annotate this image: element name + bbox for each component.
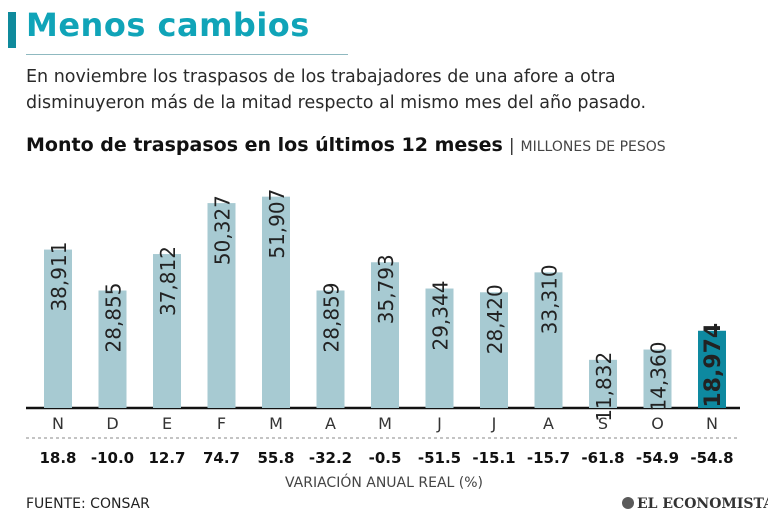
bar-value-label: 29,344 (429, 281, 453, 351)
bar (371, 262, 399, 408)
x-tick-label: M (269, 414, 283, 433)
brand-logo: EL ECONOMISTA (622, 496, 768, 512)
x-tick-label: O (651, 414, 664, 433)
x-tick-label: J (491, 414, 497, 433)
bar-value-label: 50,327 (211, 195, 235, 265)
bar-value-label: 28,855 (102, 283, 126, 353)
x-tick-label: S (598, 414, 608, 433)
bar-value-label: 38,911 (47, 242, 71, 312)
bar-value-label: 18,974 (701, 323, 726, 408)
variation-label: 12.7 (148, 449, 185, 467)
bar (44, 249, 72, 408)
bar (425, 288, 454, 408)
variation-label: -54.8 (690, 449, 733, 467)
page-title: Menos cambios (26, 6, 310, 44)
brand-icon (622, 497, 634, 509)
variation-caption: VARIACIÓN ANUAL REAL (%) (285, 473, 483, 491)
bar-value-label: 14,360 (647, 342, 671, 412)
variation-label: 55.8 (257, 449, 294, 467)
variation-label: -15.7 (527, 449, 570, 467)
intro-paragraph: En noviembre los traspasos de los trabaj… (26, 67, 647, 113)
bar-value-label: 35,793 (374, 254, 398, 324)
variation-label: -15.1 (472, 449, 515, 467)
variation-label: 18.8 (39, 449, 76, 467)
bar (262, 196, 290, 408)
bar (153, 254, 181, 408)
title-divider (26, 54, 348, 55)
chart-heading-separator: | (508, 136, 515, 156)
x-tick-label: E (162, 414, 172, 433)
variation-label: -0.5 (369, 449, 402, 467)
chart-heading: Monto de traspasos en los últimos 12 mes… (26, 134, 666, 156)
bar (698, 330, 726, 408)
bar-chart: 38,911 N 18.8 28,855 D -10.0 37,812 E 12.7 50,327… (26, 189, 740, 491)
variation-label: -61.8 (581, 449, 624, 467)
x-tick-label: N (706, 414, 718, 433)
source-note: FUENTE: CONSAR (26, 496, 150, 512)
x-tick-label: J (436, 414, 442, 433)
variation-label: -51.5 (418, 449, 461, 467)
x-tick-label: A (543, 414, 554, 433)
bar-value-label: 11,832 (592, 352, 616, 422)
bar-value-label: 33,310 (538, 264, 562, 334)
bar (207, 203, 236, 408)
x-tick-label: N (52, 414, 64, 433)
brand-name: EL ECONOMISTA (637, 496, 768, 512)
x-tick-label: M (378, 414, 392, 433)
variation-label: -54.9 (636, 449, 679, 467)
bar-value-label: 37,812 (156, 246, 180, 316)
bar (534, 272, 563, 408)
title-accent-bar (8, 12, 16, 48)
bar (643, 349, 672, 408)
bar-value-label: 51,907 (265, 189, 289, 259)
bar (316, 290, 345, 408)
bar-value-label: 28,420 (483, 284, 507, 354)
bar (480, 292, 508, 408)
variation-label: 74.7 (203, 449, 240, 467)
bar-value-label: 28,859 (320, 283, 344, 353)
chart-units: MILLONES DE PESOS (520, 139, 666, 155)
variation-label: -10.0 (91, 449, 134, 467)
x-tick-label: F (217, 414, 226, 433)
bar (589, 359, 617, 408)
bar (98, 290, 127, 408)
x-tick-label: D (106, 414, 118, 433)
x-tick-label: A (325, 414, 336, 433)
chart-title: Monto de traspasos en los últimos 12 mes… (26, 134, 503, 156)
variation-label: -32.2 (309, 449, 352, 467)
